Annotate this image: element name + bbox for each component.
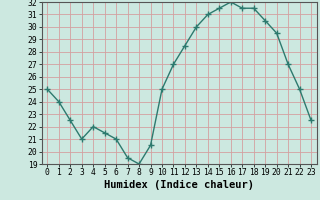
X-axis label: Humidex (Indice chaleur): Humidex (Indice chaleur) [104, 180, 254, 190]
